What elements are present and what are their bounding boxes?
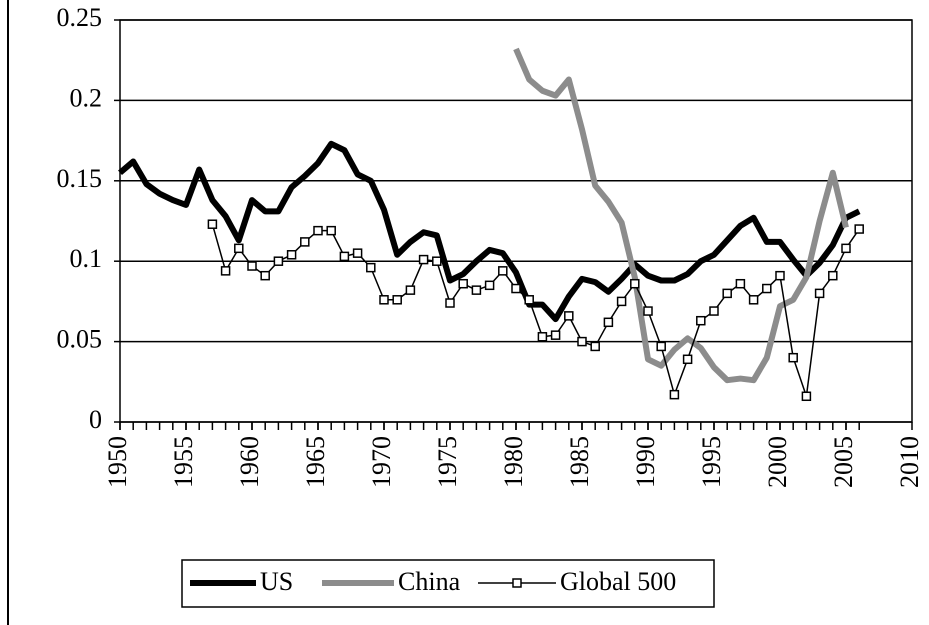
x-tick-label: 2005 [829,436,858,488]
point-marker [418,254,429,265]
y-tick-label: 0.15 [57,164,103,193]
point-marker [471,285,482,295]
point-marker [577,336,587,347]
point-marker [511,283,521,294]
point-marker [669,389,680,400]
point-marker [524,295,534,305]
point-marker [854,224,864,234]
x-tick-label: 1970 [367,436,396,488]
legend-marker [512,578,522,588]
point-marker [498,266,508,276]
point-marker [630,278,640,289]
point-marker [273,256,284,266]
x-tick-label: 2000 [763,436,792,488]
point-marker [432,256,442,266]
point-marker [247,261,257,271]
point-marker [590,341,600,352]
point-marker [841,243,851,254]
point-marker [339,251,350,262]
point-marker [484,280,495,291]
point-marker [616,296,627,307]
point-marker [352,248,363,258]
series-line [118,140,861,323]
point-marker [762,283,772,294]
point-marker [814,288,825,299]
legend-label: China [398,567,461,596]
point-marker [722,288,732,299]
point-marker [828,270,838,281]
point-marker [788,352,798,363]
point-marker [234,243,244,254]
point-marker [748,295,759,305]
point-marker [709,306,719,316]
point-marker [286,250,297,260]
point-marker [366,262,376,273]
x-tick-label: 1980 [499,436,528,488]
x-tick-label: 1990 [631,436,660,488]
point-marker [735,278,746,289]
point-marker [801,391,812,402]
point-marker [379,295,389,305]
y-tick-label: 0.25 [57,3,103,32]
legend-box [181,559,715,608]
point-marker [445,298,455,308]
y-tick-label: 0 [89,405,102,434]
y-tick-label: 0.1 [70,244,103,273]
x-tick-label: 1985 [565,436,594,488]
point-marker [603,317,614,328]
point-marker [405,285,416,295]
point-marker [696,315,706,326]
point-marker [564,311,574,321]
point-marker [220,266,231,276]
point-marker [392,295,402,305]
point-marker [313,225,323,236]
point-marker [537,332,548,342]
legend-label: US [260,567,293,596]
point-marker [260,270,270,281]
series-line [513,47,849,384]
point-marker [300,237,310,247]
x-tick-label: 1965 [301,436,330,488]
y-tick-label: 0.2 [70,83,103,112]
point-marker [458,278,468,289]
x-tick-label: 1995 [697,436,726,488]
x-tick-label: 1960 [235,436,264,488]
point-marker [643,306,653,316]
y-tick-label: 0.05 [57,325,103,354]
legend-label: Global 500 [560,567,676,596]
point-marker [775,270,785,281]
x-tick-label: 1975 [433,436,462,488]
x-tick-label: 1950 [103,436,132,488]
point-marker [550,330,561,340]
x-tick-label: 2010 [895,436,924,488]
point-marker [326,225,336,236]
point-marker [207,219,218,229]
point-marker [656,341,666,352]
x-tick-label: 1955 [169,436,198,488]
point-marker [682,354,693,365]
